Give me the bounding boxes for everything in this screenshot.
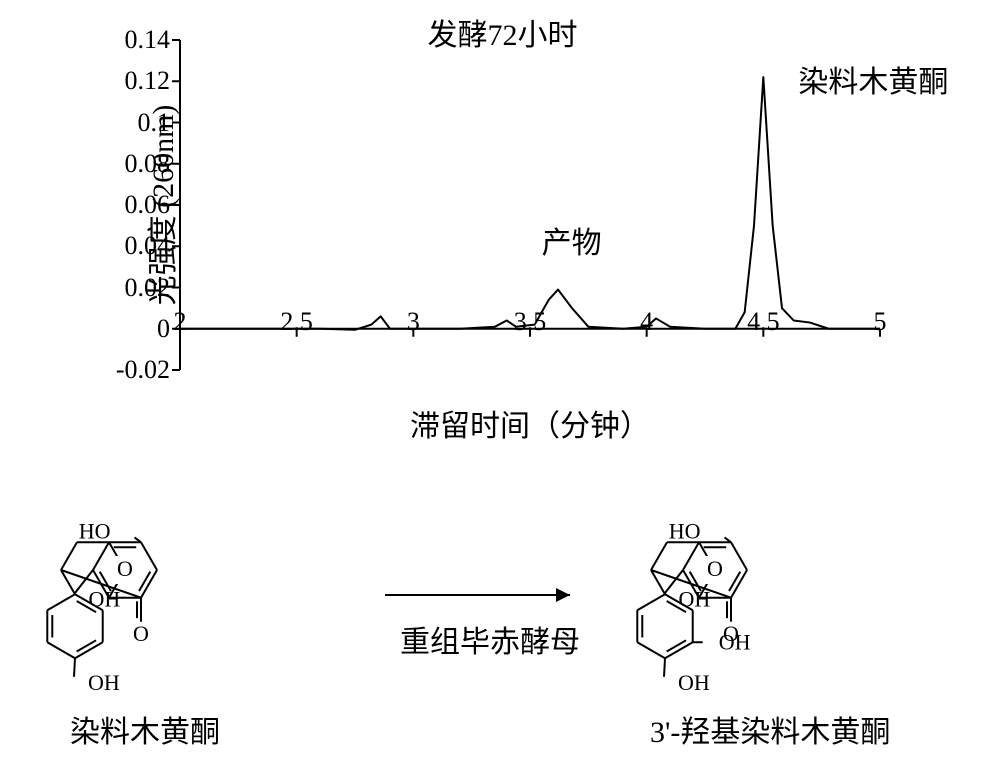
svg-text:OH: OH [678,670,710,695]
y-tick-label: 0.1 [138,108,171,138]
svg-text:O: O [117,556,133,581]
molecule-substrate: O O OH HO OH [10,475,370,695]
svg-text:HO: HO [79,518,111,543]
x-tick-label: 4.5 [747,307,780,337]
reaction-arrow [380,575,590,615]
x-tick-label: 4 [640,307,653,337]
y-tick-label: 0 [157,314,170,344]
svg-text:O: O [707,556,723,581]
svg-text:OH: OH [88,670,120,695]
svg-text:OH: OH [678,587,710,612]
svg-text:OH: OH [88,587,120,612]
hydroxy-genistein-structure-icon: OOOHHOOHOH [600,475,990,695]
chromatogram-chart: 发酵72小时 光强度 (260nm) 滞留时间（分钟） -0.0200.020.… [70,10,935,440]
svg-text:HO: HO [669,518,701,543]
x-tick-label: 3.5 [514,307,547,337]
peak-annotation: 产物 [542,218,602,262]
svg-text:OH: OH [719,629,751,654]
y-tick-label: 0.02 [125,273,171,303]
product-label: 3'-羟基染料木黄酮 [650,707,890,751]
x-tick-label: 3 [407,307,420,337]
catalyst-label: 重组毕赤酵母 [395,617,585,661]
plot-area: 光强度 (260nm) 滞留时间（分钟） -0.0200.020.040.060… [180,40,880,370]
y-tick-label: 0.08 [125,149,171,179]
peak-annotation: 染料木黄酮 [798,57,948,101]
molecule-product: OOOHHOOHOH [600,475,990,695]
svg-text:O: O [133,621,149,646]
x-tick-label: 2 [174,307,187,337]
reaction-scheme: OOOHHOOH 染料木黄酮 重组毕赤酵母 OOOHHOOHOH 3'-羟基染料… [0,475,1000,775]
page-root: 发酵72小时 光强度 (260nm) 滞留时间（分钟） -0.0200.020.… [0,0,1000,781]
x-tick-label: 5 [874,307,887,337]
y-tick-label: 0.14 [125,25,171,55]
y-tick-label: 0.12 [125,66,171,96]
substrate-label: 染料木黄酮 [70,707,220,751]
x-axis-label: 滞留时间（分钟） [180,401,880,445]
x-tick-label: 2.5 [280,307,313,337]
arrow-icon [380,575,590,615]
y-tick-label: 0.04 [125,231,171,261]
y-tick-label: 0.06 [125,190,171,220]
genistein-structure-icon: O O OH HO OH [10,475,370,695]
y-tick-label: -0.02 [116,355,170,385]
